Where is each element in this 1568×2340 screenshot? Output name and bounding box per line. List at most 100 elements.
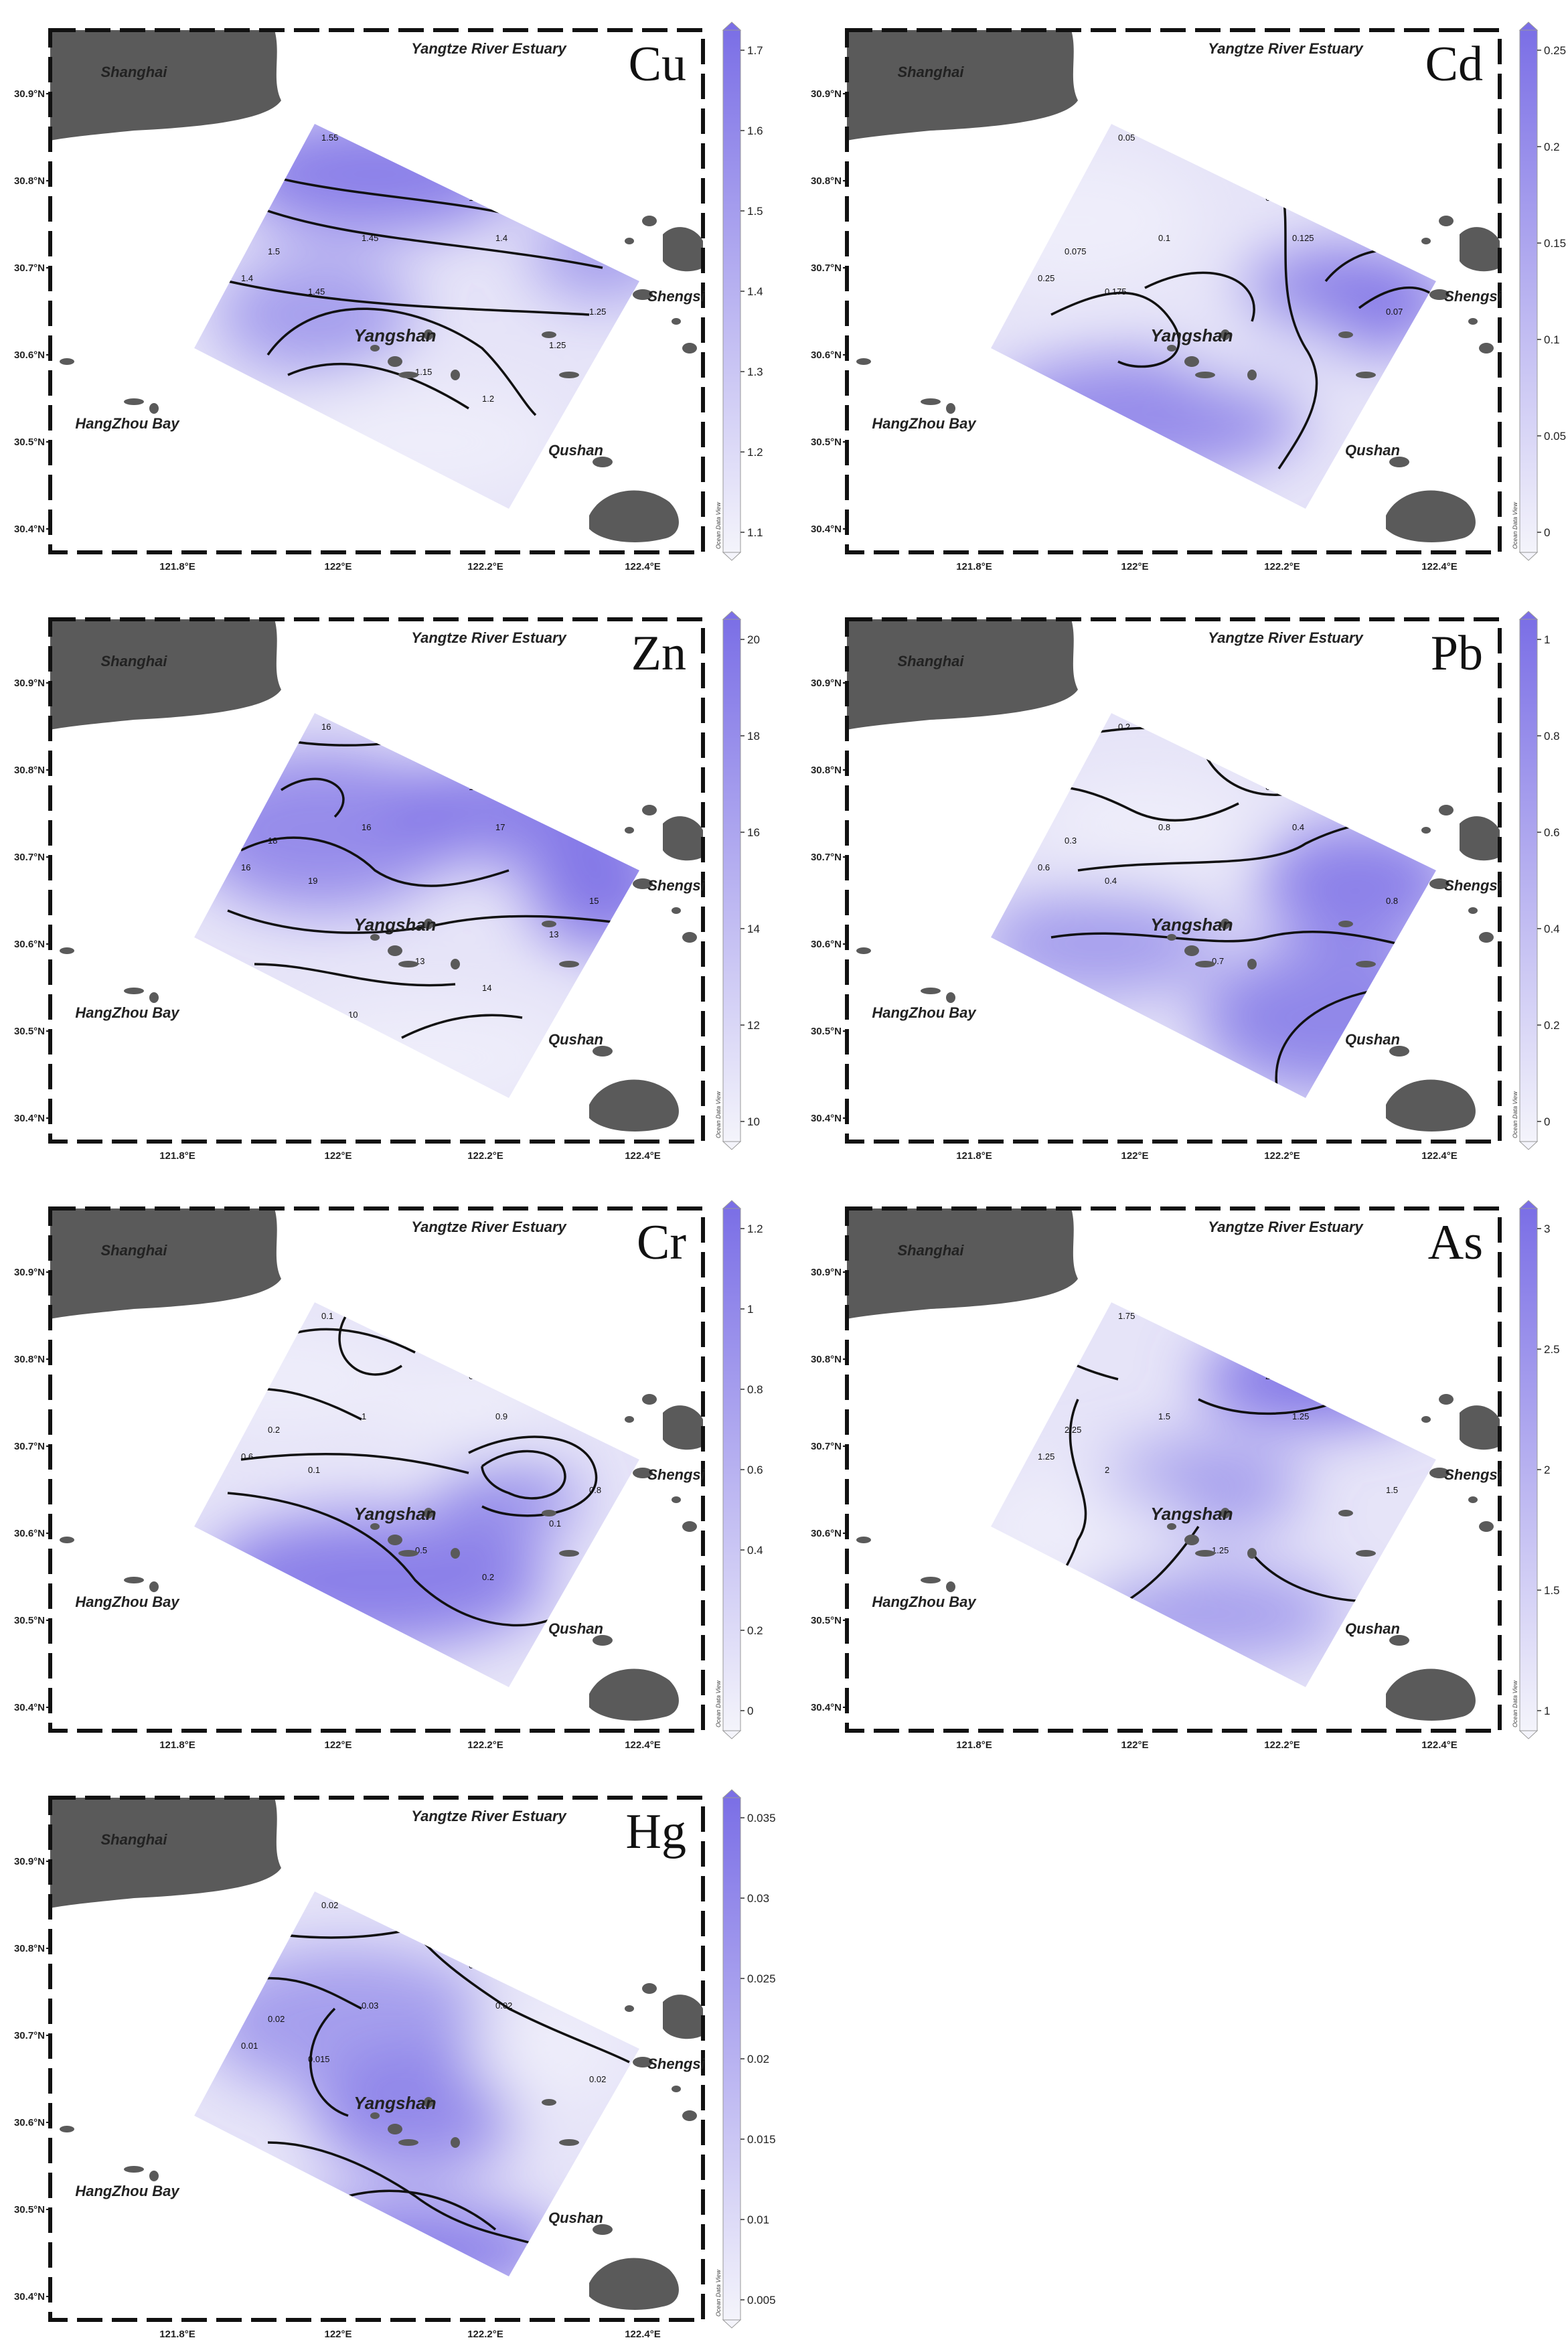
- shengsi-island: [663, 1995, 703, 2039]
- latitude-label: 30.5°N: [811, 1026, 842, 1037]
- contour-label: 19: [308, 876, 317, 886]
- islet-icon: [672, 318, 681, 325]
- map-svg: 11.51.752.52.2521.251.51.2511.51.2530.9°…: [811, 1200, 1560, 1751]
- contour-label: 0.01: [241, 2041, 258, 2051]
- place-label-qushan: Qushan: [1345, 1620, 1400, 1637]
- contour-line: [401, 1014, 523, 1039]
- contour-line: [468, 1435, 598, 1517]
- map-svg: 0.02 0.025 0.02 0.015 0.02 0.015 0.01 0.03 0.02 0…: [14, 1789, 776, 2340]
- contour-line: [254, 963, 456, 987]
- latitude-label: 30.4°N: [811, 1113, 842, 1124]
- contour-line: [240, 200, 603, 269]
- islet-icon: [398, 961, 418, 967]
- contour-label: 1.25: [1038, 1452, 1054, 1462]
- islet-icon: [625, 238, 634, 244]
- latitude-label: 30.4°N: [14, 1113, 45, 1124]
- islet-icon: [625, 2005, 634, 2012]
- latitude-label: 30.8°N: [14, 1943, 45, 1954]
- islet-icon: [370, 1523, 380, 1530]
- shengsi-island: [1460, 1405, 1500, 1450]
- shanghai-landmass: [847, 619, 1078, 730]
- contour-line: [1358, 286, 1433, 309]
- contour-label: 16: [362, 822, 371, 832]
- colorbar-tick: 12: [747, 1019, 760, 1032]
- contour-label: 17: [495, 822, 505, 832]
- colorbar-tick: 0.025: [747, 1972, 776, 1985]
- contour-label: 0.2: [268, 1425, 280, 1435]
- colorbar-tick: 1: [747, 1303, 753, 1316]
- colorbar-tick: 2: [1544, 1464, 1550, 1476]
- colorbar-tick: 0.03: [747, 1892, 769, 1905]
- colorbar-tick: 0.6: [747, 1464, 763, 1476]
- map-panel-pb: 0.50.40.20.10.30.40.60.80.40.50.80.730.9…: [797, 589, 1560, 1162]
- latitude-label: 30.9°N: [14, 678, 45, 689]
- islet-icon: [1479, 1521, 1494, 1532]
- islet-icon: [682, 2110, 697, 2121]
- place-label-qushan: Qushan: [1345, 1031, 1400, 1048]
- contour-label: 0.8: [1386, 896, 1398, 906]
- islet-icon: [633, 289, 653, 300]
- latitude-label: 30.4°N: [14, 524, 45, 535]
- longitude-label: 122.2°E: [467, 2329, 503, 2340]
- colorbar-min-arrow: [1518, 552, 1539, 561]
- contour-label: 1.5: [1158, 1411, 1170, 1421]
- contour-label: 1.4: [495, 233, 507, 243]
- latitude-label: 30.5°N: [811, 1615, 842, 1626]
- latitude-label: 30.5°N: [14, 1026, 45, 1037]
- longitude-label: 122.4°E: [625, 2329, 661, 2340]
- latitude-label: 30.9°N: [811, 88, 842, 100]
- map-panel-hg: 0.02 0.025 0.02 0.015 0.02 0.015 0.01 0.03 0.02 0…: [0, 1768, 776, 2340]
- place-label-shengsi: Shengsi: [647, 1466, 705, 1483]
- shanghai-landmass: [847, 1208, 1078, 1319]
- colorbar-min-arrow: [1518, 1730, 1539, 1739]
- qushan-island: [589, 1668, 679, 1721]
- islet-icon: [1468, 318, 1478, 325]
- colorbar-min-arrow: [722, 1141, 742, 1150]
- colorbar-tick: 0.8: [747, 1383, 763, 1396]
- islet-icon: [856, 947, 871, 954]
- latitude-label: 30.5°N: [14, 2204, 45, 2215]
- element-title: Hg: [626, 1804, 686, 1859]
- odv-watermark: Ocean Data View: [1512, 1681, 1518, 1727]
- colorbar-tick: 1.3: [747, 366, 763, 378]
- contour-label: 1.5: [1386, 1485, 1398, 1495]
- contour-label: 0.175: [1105, 287, 1127, 297]
- latitude-label: 30.6°N: [811, 939, 842, 950]
- contour-label: 1.5: [268, 246, 280, 256]
- contour-label: 0.075: [1065, 246, 1087, 256]
- islet-icon: [1184, 356, 1199, 367]
- colorbar-tick: 16: [747, 826, 760, 839]
- islet-icon: [1439, 1394, 1454, 1405]
- colorbar-tick: 0: [1544, 1115, 1550, 1128]
- islet-icon: [1468, 907, 1478, 914]
- contour-label: 0.03: [362, 2001, 378, 2011]
- islet-icon: [542, 331, 556, 338]
- colorbar: [1519, 29, 1538, 553]
- islet-icon: [388, 945, 402, 956]
- islet-icon: [921, 988, 941, 994]
- place-label-shengsi: Shengsi: [647, 877, 705, 894]
- colorbar-tick: 0.2: [747, 1624, 763, 1637]
- qushan-island: [589, 490, 679, 542]
- place-label-hangzhou-bay: HangZhou Bay: [75, 2183, 180, 2199]
- contour-label: 0.02: [321, 1900, 338, 1910]
- place-label-hangzhou-bay: HangZhou Bay: [75, 1004, 180, 1021]
- contour-label: 1: [362, 1411, 366, 1421]
- contour-label: 1.45: [308, 287, 325, 297]
- contour-label: 0.1: [321, 1311, 333, 1321]
- islet-icon: [60, 947, 74, 954]
- place-label-estuary: Yangtze River Estuary: [411, 1219, 567, 1235]
- map-frame: [845, 1206, 1502, 1733]
- contour-label: 0.9: [495, 1411, 507, 1421]
- contour-label: 1.25: [589, 307, 606, 317]
- longitude-label: 122.4°E: [625, 561, 661, 572]
- latitude-label: 30.8°N: [14, 175, 45, 187]
- place-label-qushan: Qushan: [548, 442, 603, 459]
- islet-icon: [682, 1521, 697, 1532]
- map-svg: 0.50.40.20.10.30.40.60.80.40.50.80.730.9…: [811, 611, 1560, 1162]
- contour-line: [1144, 271, 1255, 322]
- contour-label: 0.6: [1038, 862, 1050, 872]
- colorbar-tick: 10: [747, 1115, 760, 1128]
- islet-icon: [1421, 238, 1431, 244]
- latitude-label: 30.5°N: [811, 437, 842, 448]
